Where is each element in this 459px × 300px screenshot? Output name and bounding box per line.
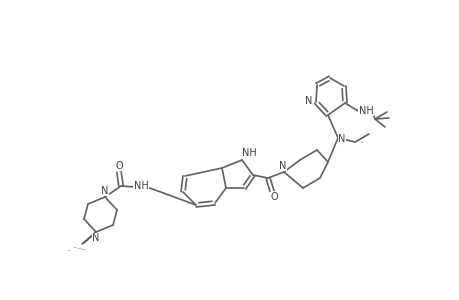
Text: NH: NH — [241, 148, 256, 158]
Text: O: O — [115, 161, 123, 171]
Text: N: N — [337, 134, 345, 144]
Text: N: N — [305, 96, 312, 106]
Text: methyl: methyl — [78, 248, 82, 249]
Text: O: O — [269, 192, 277, 202]
Text: N: N — [92, 233, 100, 243]
Text: N: N — [101, 186, 108, 196]
Text: NH: NH — [358, 106, 373, 116]
Text: NH: NH — [133, 181, 148, 191]
Text: N–CH₃: N–CH₃ — [68, 250, 72, 251]
Text: N: N — [279, 161, 286, 171]
Text: ethyl: ethyl — [360, 141, 364, 142]
Text: methyl: methyl — [82, 249, 87, 250]
Text: methyl: methyl — [74, 247, 78, 248]
